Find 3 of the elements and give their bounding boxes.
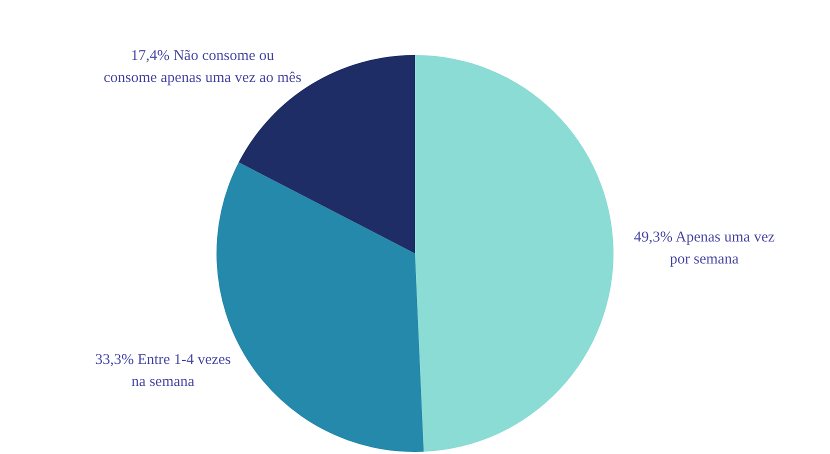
- slice-label: 17,4% Não consome ou consome apenas uma vez ao mês: [104, 48, 302, 86]
- slice-label: 49,3% Apenas uma vez por semana: [634, 230, 775, 268]
- slice-label: 33,3% Entre 1-4 vezes na semana: [95, 352, 232, 390]
